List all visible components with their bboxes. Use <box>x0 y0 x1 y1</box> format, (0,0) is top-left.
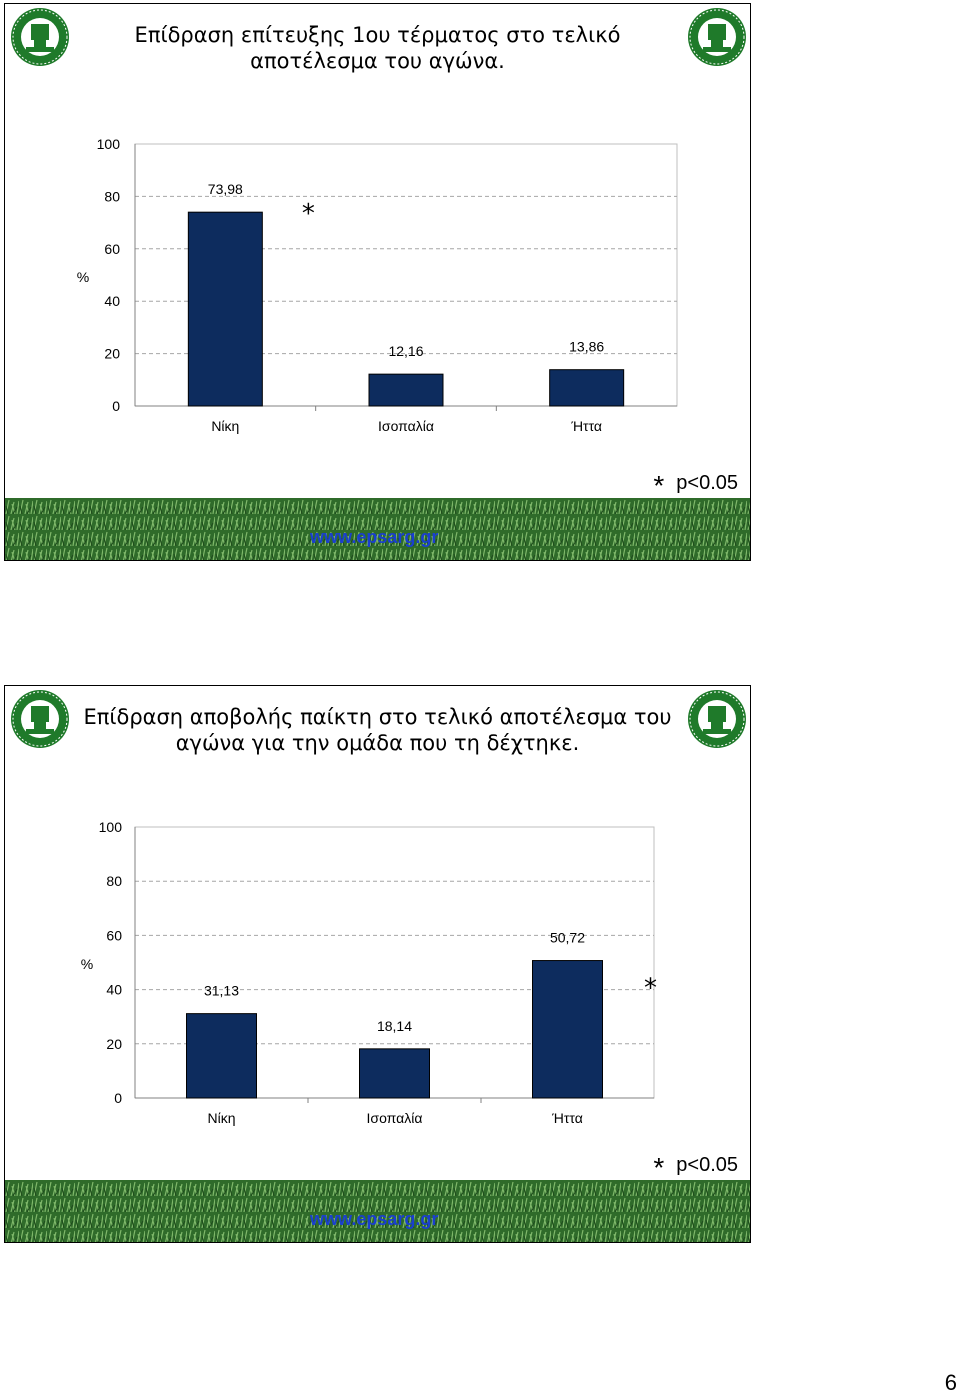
y-tick-label: 40 <box>104 293 120 309</box>
y-axis-label: % <box>81 956 93 972</box>
slide-title: Επίδραση επίτευξης 1ου τέρματος στο τελι… <box>75 22 680 74</box>
data-label: 13,86 <box>569 339 604 355</box>
significance-star: * <box>302 199 315 229</box>
bar <box>359 1048 430 1099</box>
data-label: 18,14 <box>377 1018 412 1034</box>
significance-note: * p<0.05 <box>653 470 738 502</box>
website-link[interactable]: www.epsarg.gr <box>310 1209 439 1229</box>
title-line: Επίδραση αποβολής παίκτη στο τελικό αποτ… <box>83 705 672 729</box>
significance-star: * <box>644 974 657 1004</box>
bar-chart-red-card: 0 20 40 60 80 100% 31,13 Νίκη 18,14 Ισοπαλία 50,72… <box>81 819 657 1126</box>
website-link[interactable]: www.epsarg.gr <box>310 527 439 547</box>
bar <box>532 960 603 1099</box>
y-tick-label: 60 <box>104 241 120 257</box>
y-tick-label: 0 <box>112 398 120 414</box>
x-tick-label: Ήττα <box>570 418 602 434</box>
x-tick-label: Νίκη <box>207 1110 235 1126</box>
x-tick-label: Ισοπαλία <box>367 1110 423 1126</box>
data-label: 50,72 <box>550 930 585 946</box>
y-tick-label: 100 <box>97 136 121 152</box>
grass-banner <box>5 498 750 560</box>
slide-2: Επίδραση αποβολής παίκτη στο τελικό αποτ… <box>4 685 751 1243</box>
federation-logo-icon <box>11 8 69 66</box>
significance-note: * p<0.05 <box>653 1152 738 1184</box>
significance-text: p<0.05 <box>676 472 738 494</box>
data-label: 73,98 <box>208 181 243 197</box>
grass-banner <box>5 1180 750 1242</box>
significance-text: p<0.05 <box>676 1154 738 1176</box>
slide-1: Επίδραση επίτευξης 1ου τέρματος στο τελι… <box>4 3 751 561</box>
y-tick-label: 20 <box>104 346 120 362</box>
data-label: 31,13 <box>204 983 239 999</box>
data-label: 12,16 <box>388 343 423 359</box>
title-line: αποτέλεσμα του αγώνα. <box>250 49 505 73</box>
bar <box>549 369 625 407</box>
bar <box>187 211 263 407</box>
bar-chart-first-goal: 0 20 40 60 80 100% 73,98 Νίκη * 12,16 Ισοπαλία 13,8… <box>77 136 678 434</box>
y-tick-label: 100 <box>99 819 123 835</box>
x-tick-label: Νίκη <box>211 418 239 434</box>
y-axis-label: % <box>77 269 89 285</box>
x-tick-label: Ήττα <box>551 1110 583 1126</box>
title-line: αγώνα για την ομάδα που τη δέχτηκε. <box>175 731 580 755</box>
y-tick-label: 40 <box>106 982 122 998</box>
y-tick-label: 80 <box>104 188 120 204</box>
x-tick-label: Ισοπαλία <box>378 418 434 434</box>
page-number: 6 <box>944 1370 957 1395</box>
y-tick-label: 0 <box>114 1090 122 1106</box>
federation-logo-icon <box>688 690 746 748</box>
slide-title: Επίδραση αποβολής παίκτη στο τελικό αποτ… <box>73 704 682 756</box>
bar <box>186 1013 257 1099</box>
y-tick-label: 80 <box>106 873 122 889</box>
y-tick-label: 20 <box>106 1036 122 1052</box>
federation-logo-icon <box>688 8 746 66</box>
significance-star: * <box>653 1152 665 1183</box>
bar <box>368 373 444 407</box>
title-line: Επίδραση επίτευξης 1ου τέρματος στο τελι… <box>134 23 621 47</box>
federation-logo-icon <box>11 690 69 748</box>
significance-star: * <box>653 470 665 501</box>
y-tick-label: 60 <box>106 927 122 943</box>
